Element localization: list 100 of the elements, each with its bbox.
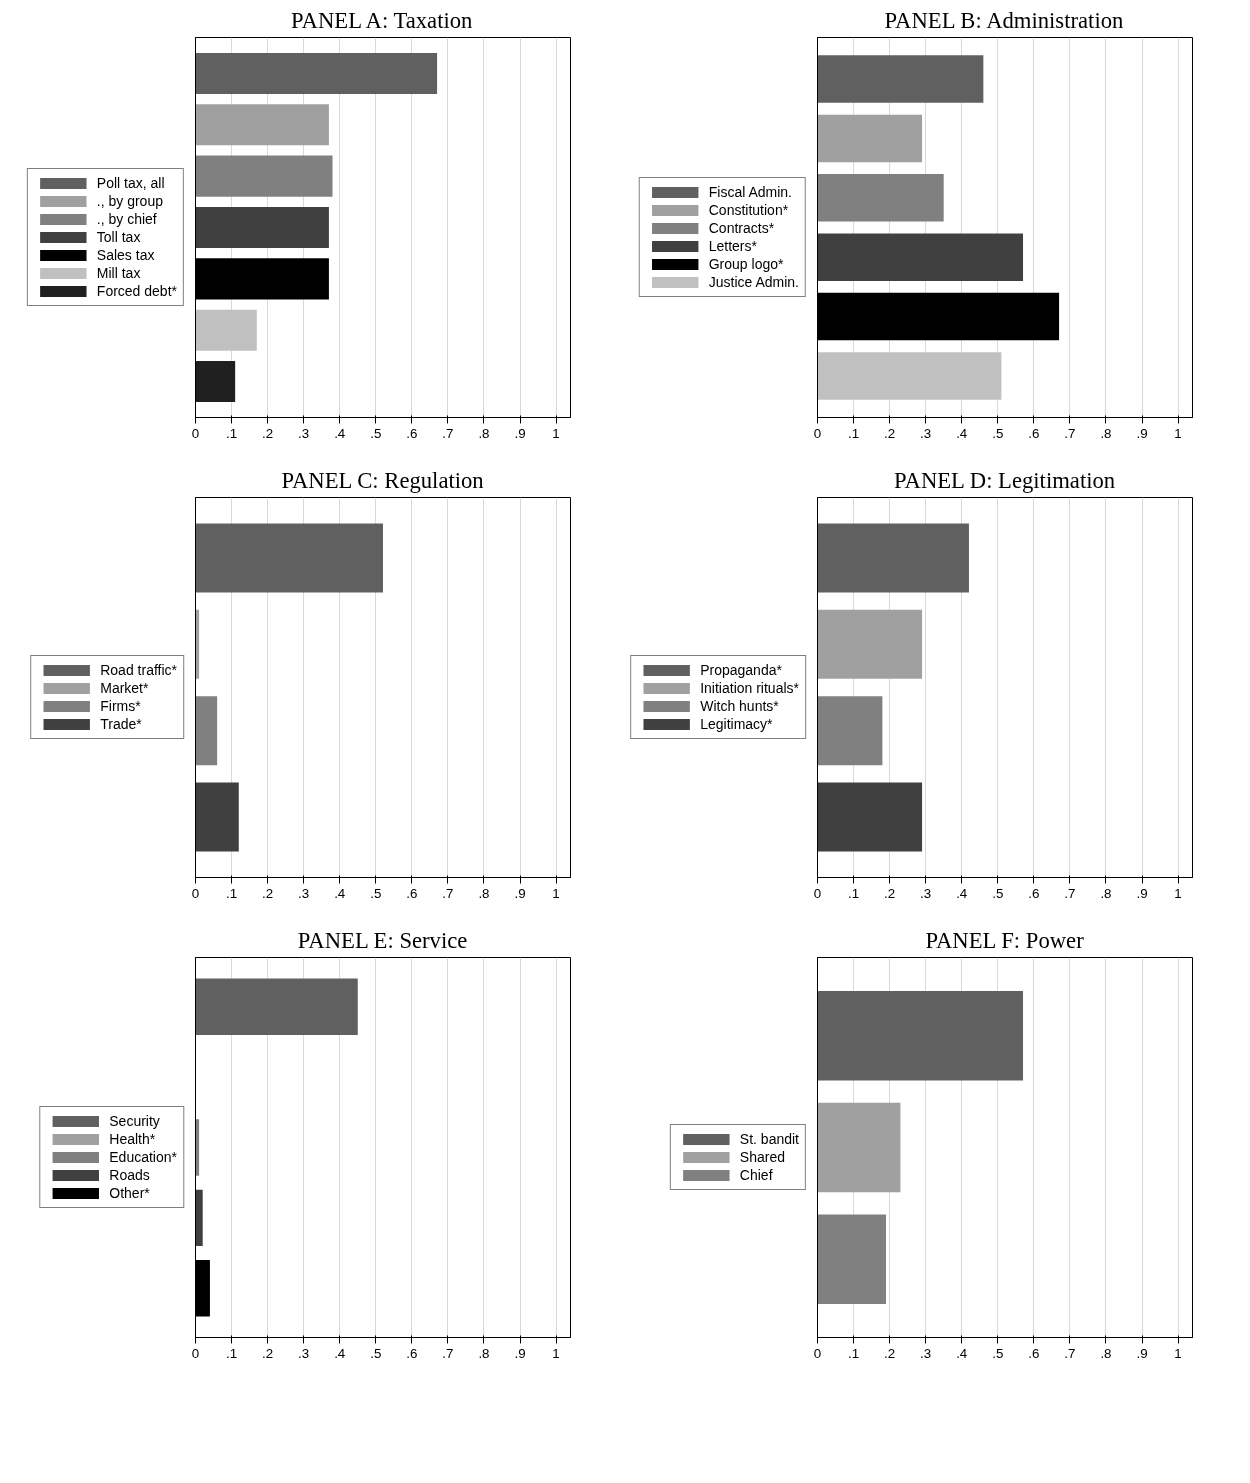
- x-tick-label: .2: [262, 885, 274, 901]
- legend-label: Education*: [109, 1149, 177, 1165]
- x-tick-label: 0: [191, 425, 200, 441]
- x-tick-label: .2: [262, 425, 274, 441]
- x-tick-label: .2: [262, 1345, 274, 1361]
- legend-label: Trade*: [100, 716, 142, 732]
- chart-title: PANEL A: Taxation: [291, 7, 473, 33]
- x-tick-label: 0: [191, 885, 200, 901]
- legend-label: Poll tax, all: [96, 175, 165, 191]
- x-tick-label: .6: [1028, 425, 1040, 441]
- legend-label: Contracts*: [708, 220, 775, 236]
- legend-label: Security: [109, 1113, 160, 1129]
- x-tick-label: .9: [514, 1345, 526, 1361]
- x-tick-label: .7: [442, 885, 454, 901]
- x-tick-label: .7: [1064, 425, 1076, 441]
- legend-label: Other*: [109, 1185, 150, 1201]
- x-tick-label: 0: [191, 1345, 200, 1361]
- x-tick-label: 1: [552, 425, 560, 441]
- x-tick-label: .7: [442, 425, 454, 441]
- legend-label: ., by group: [96, 193, 163, 209]
- legend-label: Forced debt*: [96, 283, 177, 299]
- x-tick-label: .4: [334, 425, 346, 441]
- x-tick-label: .4: [956, 425, 968, 441]
- x-tick-label: .9: [1136, 885, 1148, 901]
- legend-label: Roads: [109, 1167, 150, 1183]
- x-tick-label: .5: [992, 885, 1004, 901]
- legend-label: Witch hunts*: [700, 698, 779, 714]
- x-tick-label: 0: [813, 425, 822, 441]
- x-tick-label: .9: [514, 885, 526, 901]
- legend-label: Fiscal Admin.: [708, 184, 792, 200]
- x-tick-label: .4: [956, 1345, 968, 1361]
- x-tick-label: .4: [334, 1345, 346, 1361]
- x-tick-label: .5: [370, 1345, 382, 1361]
- legend-label: Sales tax: [96, 247, 155, 263]
- legend-label: Group logo*: [708, 256, 784, 272]
- x-tick-label: .9: [1136, 1345, 1148, 1361]
- x-tick-label: .3: [920, 425, 932, 441]
- x-tick-label: .1: [226, 1345, 238, 1361]
- x-tick-label: .3: [920, 1345, 932, 1361]
- x-tick-label: .7: [442, 1345, 454, 1361]
- legend-label: ., by chief: [96, 211, 157, 227]
- x-tick-label: 1: [552, 1345, 560, 1361]
- x-tick-label: .3: [298, 885, 310, 901]
- x-tick-label: .6: [1028, 885, 1040, 901]
- legend-label: Market*: [100, 680, 149, 696]
- x-tick-label: .2: [884, 1345, 896, 1361]
- x-tick-label: .5: [992, 1345, 1004, 1361]
- x-tick-label: .2: [884, 425, 896, 441]
- legend-label: Initiation rituals*: [700, 680, 799, 696]
- x-tick-label: .5: [992, 425, 1004, 441]
- legend-label: Shared: [739, 1149, 785, 1165]
- legend-label: Mill tax: [96, 265, 141, 281]
- x-tick-label: .1: [226, 425, 238, 441]
- x-tick-label: .9: [514, 425, 526, 441]
- x-tick-label: .3: [298, 1345, 310, 1361]
- chart-title: PANEL C: Regulation: [281, 467, 484, 493]
- x-tick-label: .8: [478, 425, 490, 441]
- chart-title: PANEL F: Power: [925, 927, 1085, 953]
- x-tick-label: .7: [1064, 1345, 1076, 1361]
- x-tick-label: .5: [370, 425, 382, 441]
- legend-label: Legitimacy*: [700, 716, 773, 732]
- chart-title: PANEL D: Legitimation: [894, 467, 1116, 493]
- legend-label: Toll tax: [96, 229, 141, 245]
- x-tick-label: 1: [1174, 1345, 1182, 1361]
- x-tick-label: .6: [406, 425, 418, 441]
- x-tick-label: 1: [1174, 425, 1182, 441]
- x-tick-label: .9: [1136, 425, 1148, 441]
- chart-title: PANEL B: Administration: [884, 7, 1124, 33]
- x-tick-label: .4: [334, 885, 346, 901]
- chart-title: PANEL E: Service: [297, 927, 468, 953]
- x-tick-label: .1: [848, 1345, 860, 1361]
- legend-label: Propaganda*: [700, 662, 782, 678]
- x-tick-label: 1: [1174, 885, 1182, 901]
- x-tick-label: .6: [1028, 1345, 1040, 1361]
- x-tick-label: .8: [478, 885, 490, 901]
- x-tick-label: .8: [1100, 425, 1112, 441]
- x-tick-label: .1: [848, 425, 860, 441]
- x-tick-label: .6: [406, 885, 418, 901]
- legend-label: Justice Admin.: [708, 274, 799, 290]
- x-tick-label: .3: [298, 425, 310, 441]
- legend-label: Constitution*: [708, 202, 789, 218]
- x-tick-label: .8: [478, 1345, 490, 1361]
- legend-label: Firms*: [100, 698, 141, 714]
- x-tick-label: 0: [813, 1345, 822, 1361]
- legend-label: Chief: [739, 1167, 773, 1183]
- x-tick-label: .6: [406, 1345, 418, 1361]
- legend-label: Health*: [109, 1131, 156, 1147]
- legend-label: St. bandit: [739, 1131, 799, 1147]
- x-tick-label: .8: [1100, 885, 1112, 901]
- x-tick-label: .2: [884, 885, 896, 901]
- x-tick-label: .4: [956, 885, 968, 901]
- x-tick-label: .1: [848, 885, 860, 901]
- x-tick-label: .1: [226, 885, 238, 901]
- x-tick-label: .5: [370, 885, 382, 901]
- x-tick-label: .8: [1100, 1345, 1112, 1361]
- legend-label: Letters*: [708, 238, 757, 254]
- x-tick-label: 1: [552, 885, 560, 901]
- x-tick-label: .7: [1064, 885, 1076, 901]
- legend-label: Road traffic*: [100, 662, 177, 678]
- x-tick-label: 0: [813, 885, 822, 901]
